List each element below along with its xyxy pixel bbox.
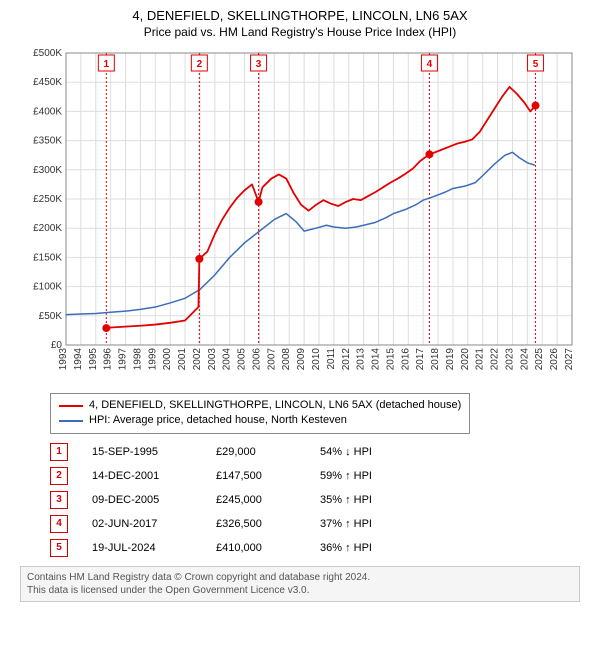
svg-text:5: 5	[533, 59, 539, 70]
sale-badge: 2	[50, 467, 68, 485]
sale-badge: 5	[50, 539, 68, 557]
legend-label-price-paid: 4, DENEFIELD, SKELLINGTHORPE, LINCOLN, L…	[89, 398, 461, 413]
svg-text:2004: 2004	[222, 347, 233, 370]
svg-text:1995: 1995	[88, 347, 99, 370]
svg-text:2012: 2012	[341, 347, 352, 370]
svg-text:£50K: £50K	[39, 311, 63, 322]
legend-label-hpi: HPI: Average price, detached house, Nort…	[89, 413, 347, 428]
svg-text:2015: 2015	[385, 347, 396, 370]
sale-price: £29,000	[216, 446, 296, 458]
footer-line-2: This data is licensed under the Open Gov…	[27, 584, 573, 597]
svg-text:2008: 2008	[281, 347, 292, 370]
svg-text:2002: 2002	[192, 347, 203, 370]
sale-price: £410,000	[216, 542, 296, 554]
svg-text:1: 1	[104, 59, 110, 70]
svg-text:1998: 1998	[132, 347, 143, 370]
chart-subtitle: Price paid vs. HM Land Registry's House …	[10, 25, 590, 39]
sale-badge: 4	[50, 515, 68, 533]
sale-date: 02-JUN-2017	[92, 518, 192, 530]
svg-text:2007: 2007	[266, 347, 277, 370]
svg-text:2001: 2001	[177, 347, 188, 370]
sale-price: £147,500	[216, 470, 296, 482]
sale-price: £326,500	[216, 518, 296, 530]
svg-text:£150K: £150K	[33, 252, 62, 263]
svg-text:2009: 2009	[296, 347, 307, 370]
sale-badge: 1	[50, 443, 68, 461]
sales-row: 3 09-DEC-2005 £245,000 35% ↑ HPI	[50, 488, 580, 512]
svg-text:2024: 2024	[519, 347, 530, 370]
svg-text:2005: 2005	[237, 347, 248, 370]
svg-text:2011: 2011	[326, 347, 337, 369]
legend-swatch-hpi	[59, 420, 83, 422]
svg-text:1999: 1999	[147, 347, 158, 370]
legend: 4, DENEFIELD, SKELLINGTHORPE, LINCOLN, L…	[50, 393, 470, 434]
svg-text:2027: 2027	[564, 347, 575, 370]
svg-text:2010: 2010	[311, 347, 322, 370]
sale-delta: 59% ↑ HPI	[320, 470, 410, 482]
svg-text:2025: 2025	[534, 347, 545, 370]
svg-text:2016: 2016	[400, 347, 411, 370]
svg-text:£100K: £100K	[33, 281, 62, 292]
sale-delta: 37% ↑ HPI	[320, 518, 410, 530]
sale-price: £245,000	[216, 494, 296, 506]
legend-swatch-price-paid	[59, 405, 83, 407]
svg-text:2026: 2026	[549, 347, 560, 370]
svg-text:2: 2	[197, 59, 203, 70]
svg-text:£250K: £250K	[33, 194, 62, 205]
footer-line-1: Contains HM Land Registry data © Crown c…	[27, 571, 573, 584]
svg-text:3: 3	[256, 59, 262, 70]
sale-delta: 35% ↑ HPI	[320, 494, 410, 506]
svg-text:2000: 2000	[162, 347, 173, 370]
legend-item-hpi: HPI: Average price, detached house, Nort…	[59, 413, 461, 428]
svg-text:1997: 1997	[118, 347, 129, 370]
sales-table: 1 15-SEP-1995 £29,000 54% ↓ HPI 2 14-DEC-2001…	[50, 440, 580, 560]
sale-date: 14-DEC-2001	[92, 470, 192, 482]
svg-text:£500K: £500K	[33, 48, 62, 59]
plot-area: £0£50K£100K£150K£200K£250K£300K£350K£400…	[20, 45, 580, 385]
svg-text:2006: 2006	[251, 347, 262, 370]
svg-text:£200K: £200K	[33, 223, 62, 234]
sale-date: 19-JUL-2024	[92, 542, 192, 554]
legend-item-price-paid: 4, DENEFIELD, SKELLINGTHORPE, LINCOLN, L…	[59, 398, 461, 413]
chart-container: 4, DENEFIELD, SKELLINGTHORPE, LINCOLN, L…	[0, 0, 600, 608]
svg-text:2021: 2021	[475, 347, 486, 370]
svg-text:2020: 2020	[460, 347, 471, 370]
sales-row: 2 14-DEC-2001 £147,500 59% ↑ HPI	[50, 464, 580, 488]
sale-delta: 54% ↓ HPI	[320, 446, 410, 458]
svg-text:£450K: £450K	[33, 77, 62, 88]
svg-text:2023: 2023	[504, 347, 515, 370]
sale-badge: 3	[50, 491, 68, 509]
sale-date: 15-SEP-1995	[92, 446, 192, 458]
chart-title: 4, DENEFIELD, SKELLINGTHORPE, LINCOLN, L…	[10, 8, 590, 25]
svg-text:2014: 2014	[371, 347, 382, 370]
svg-text:2013: 2013	[356, 347, 367, 370]
svg-text:2018: 2018	[430, 347, 441, 370]
chart-svg: £0£50K£100K£150K£200K£250K£300K£350K£400…	[20, 45, 580, 385]
svg-text:1994: 1994	[73, 347, 84, 370]
svg-text:1996: 1996	[103, 347, 114, 370]
sale-date: 09-DEC-2005	[92, 494, 192, 506]
svg-text:2017: 2017	[415, 347, 426, 370]
footer: Contains HM Land Registry data © Crown c…	[20, 566, 580, 602]
sales-row: 5 19-JUL-2024 £410,000 36% ↑ HPI	[50, 536, 580, 560]
svg-text:£300K: £300K	[33, 165, 62, 176]
svg-text:£350K: £350K	[33, 135, 62, 146]
sales-row: 4 02-JUN-2017 £326,500 37% ↑ HPI	[50, 512, 580, 536]
svg-text:2022: 2022	[490, 347, 501, 370]
sale-delta: 36% ↑ HPI	[320, 542, 410, 554]
svg-text:1993: 1993	[58, 347, 69, 370]
svg-text:2019: 2019	[445, 347, 456, 370]
svg-text:2003: 2003	[207, 347, 218, 370]
svg-text:£400K: £400K	[33, 106, 62, 117]
svg-text:4: 4	[427, 59, 433, 70]
sales-row: 1 15-SEP-1995 £29,000 54% ↓ HPI	[50, 440, 580, 464]
